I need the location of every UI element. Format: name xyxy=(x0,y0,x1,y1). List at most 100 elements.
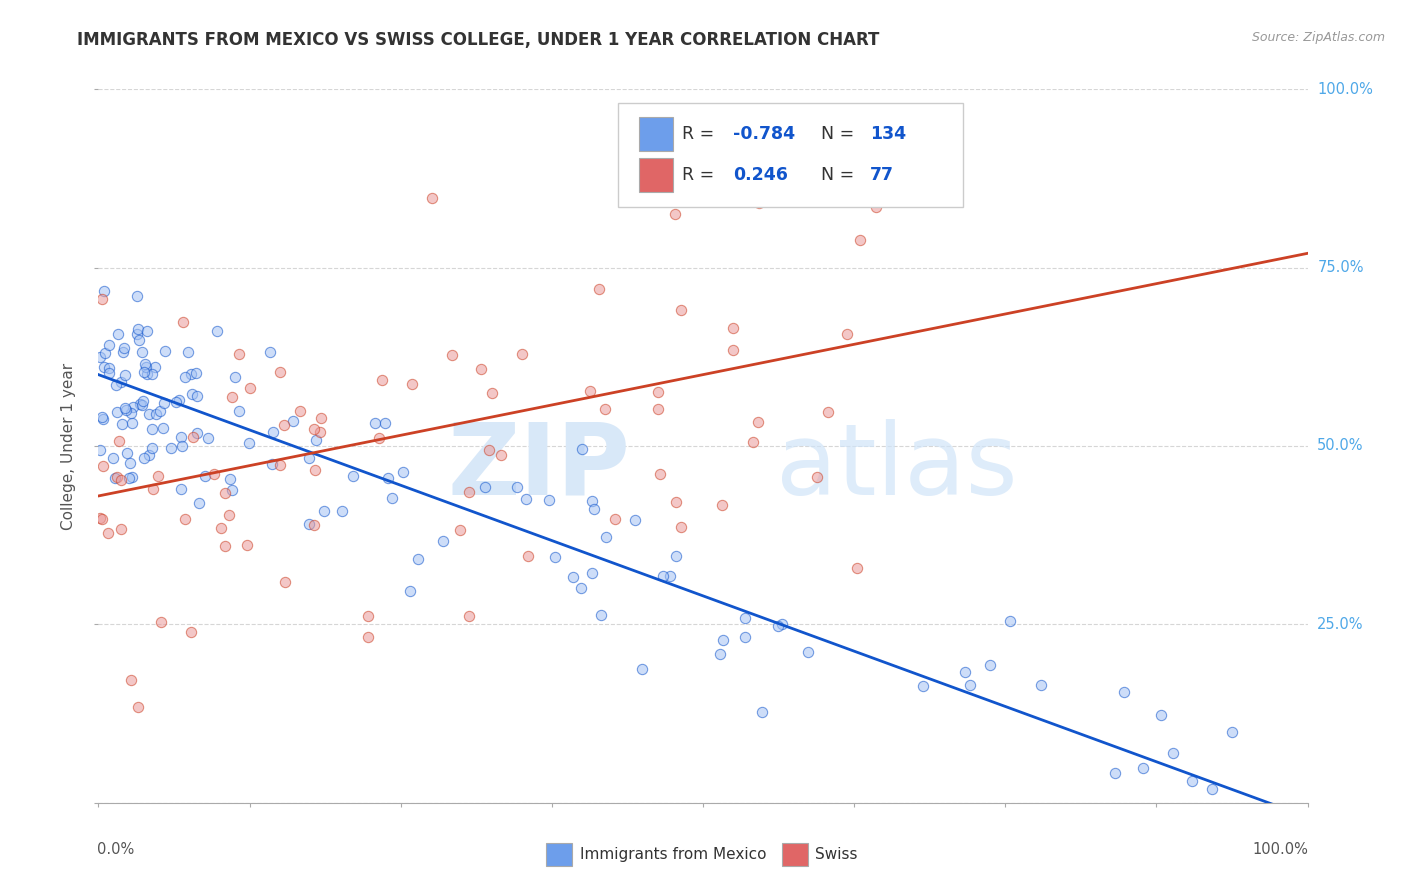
Point xyxy=(152,421,174,435)
Point xyxy=(89,442,111,457)
FancyBboxPatch shape xyxy=(782,843,808,865)
Point xyxy=(357,630,380,644)
Point xyxy=(669,520,692,534)
Point xyxy=(114,368,136,382)
Text: 50.0%: 50.0% xyxy=(1317,439,1364,453)
Point xyxy=(91,409,114,424)
Point xyxy=(115,446,138,460)
Point xyxy=(221,390,243,404)
Text: 75.0%: 75.0% xyxy=(1317,260,1364,275)
Point xyxy=(998,614,1021,628)
Point xyxy=(181,430,204,444)
Point xyxy=(228,404,250,418)
Point xyxy=(138,408,160,422)
Point xyxy=(173,370,195,384)
Point xyxy=(101,450,124,465)
Point xyxy=(107,327,129,342)
Point xyxy=(1220,725,1243,739)
Text: R =: R = xyxy=(682,166,720,184)
Point xyxy=(121,469,143,483)
Point xyxy=(481,385,503,400)
Text: Source: ZipAtlas.com: Source: ZipAtlas.com xyxy=(1251,31,1385,45)
Point xyxy=(131,398,153,412)
Point xyxy=(134,357,156,371)
Point xyxy=(624,513,647,527)
Point xyxy=(506,480,529,494)
Point xyxy=(274,575,297,590)
Point xyxy=(121,406,143,420)
Text: 0.0%: 0.0% xyxy=(97,842,135,857)
Point xyxy=(723,321,745,335)
Text: Immigrants from Mexico: Immigrants from Mexico xyxy=(579,847,766,862)
Point xyxy=(236,538,259,552)
Point xyxy=(167,392,190,407)
Point xyxy=(170,482,193,496)
Point xyxy=(581,494,603,508)
Point xyxy=(440,347,463,361)
Point xyxy=(219,472,242,486)
Point xyxy=(398,584,420,599)
Point xyxy=(160,441,183,455)
Point xyxy=(630,662,652,676)
Point xyxy=(135,325,157,339)
Point xyxy=(959,677,981,691)
Point xyxy=(569,582,592,596)
Point xyxy=(457,608,479,623)
Point xyxy=(766,619,789,633)
Point xyxy=(1114,684,1136,698)
Point xyxy=(238,435,260,450)
Point xyxy=(259,344,281,359)
Point xyxy=(579,384,602,398)
Point xyxy=(470,361,492,376)
Point xyxy=(512,347,534,361)
Point xyxy=(1201,781,1223,796)
Point xyxy=(304,463,326,477)
Point xyxy=(142,482,165,496)
Point xyxy=(107,405,129,419)
Point xyxy=(304,422,326,436)
Point xyxy=(107,434,129,449)
Point xyxy=(89,350,111,364)
Point xyxy=(742,435,765,450)
Point xyxy=(669,303,692,318)
Point xyxy=(112,341,135,355)
Point xyxy=(97,526,120,541)
Point xyxy=(228,347,250,361)
Point xyxy=(377,471,399,485)
Point xyxy=(186,425,208,440)
Point xyxy=(583,502,606,516)
Point xyxy=(979,658,1001,673)
Point xyxy=(89,510,111,524)
Text: IMMIGRANTS FROM MEXICO VS SWISS COLLEGE, UNDER 1 YEAR CORRELATION CHART: IMMIGRANTS FROM MEXICO VS SWISS COLLEGE,… xyxy=(77,31,880,49)
Point xyxy=(711,633,734,648)
Point xyxy=(143,359,166,374)
Point xyxy=(391,466,413,480)
Point xyxy=(1181,774,1204,789)
Point xyxy=(172,314,194,328)
Point xyxy=(650,467,672,482)
Point xyxy=(145,407,167,421)
Point xyxy=(180,386,202,401)
Text: N =: N = xyxy=(821,125,860,143)
Point xyxy=(136,367,159,381)
Point xyxy=(177,344,200,359)
Point xyxy=(150,615,173,630)
Point xyxy=(665,549,688,564)
Point xyxy=(214,486,236,500)
Text: 100.0%: 100.0% xyxy=(1317,82,1374,96)
Point xyxy=(371,373,394,387)
Point xyxy=(593,401,616,416)
Point xyxy=(125,327,148,342)
FancyBboxPatch shape xyxy=(546,843,572,865)
Point xyxy=(188,496,211,510)
Text: atlas: atlas xyxy=(776,419,1017,516)
Point xyxy=(121,416,143,430)
Point xyxy=(129,397,152,411)
Point xyxy=(141,367,163,381)
Point xyxy=(118,471,141,485)
Point xyxy=(364,416,387,430)
Point xyxy=(98,366,121,380)
Point xyxy=(298,516,321,531)
Point xyxy=(401,376,423,391)
Point xyxy=(953,665,976,679)
